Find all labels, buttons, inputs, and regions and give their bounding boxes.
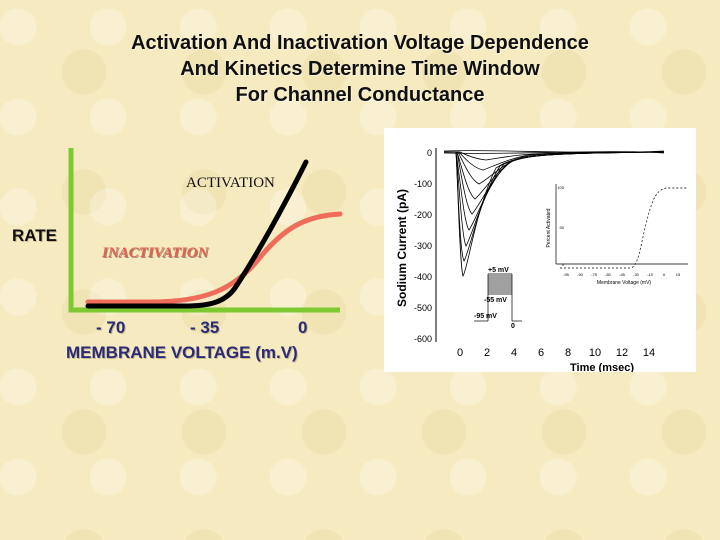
x-tick: 2: [484, 347, 490, 359]
y-tick: -200: [414, 210, 432, 220]
current-traces: [443, 150, 665, 277]
time-x-label: Time (msec): [570, 362, 634, 372]
y-tick: -100: [414, 179, 432, 189]
voltage-protocol: +5 mV -55 mV -95 mV 0: [474, 267, 522, 330]
inset-y-tick: 50: [560, 225, 565, 230]
y-tick: -400: [414, 272, 432, 282]
x-tick: 4: [511, 347, 517, 359]
voltage-axis-title: MEMBRANE VOLTAGE (m.V): [66, 343, 298, 362]
y-tick: 0: [427, 148, 432, 158]
inset-x-tick: -45: [619, 272, 626, 277]
title-line-2: And Kinetics Determine Time Window: [180, 58, 540, 80]
x-tick: 8: [565, 347, 571, 359]
title-line-1: Activation And Inactivation Voltage Depe…: [131, 32, 589, 54]
x-tick: 6: [538, 347, 544, 359]
time-x-ticks: 0 2 4 6 8 10 12 14: [457, 347, 655, 359]
inset-y-tick: 100: [557, 185, 564, 190]
y-tick: -500: [414, 303, 432, 313]
activation-curve: [85, 159, 309, 309]
schematic-axes: [68, 148, 340, 313]
inset-x-label: Membrane Voltage (mV): [597, 280, 652, 286]
slide-title: Activation And Inactivation Voltage Depe…: [60, 30, 660, 108]
inset-x-tick: 0: [663, 272, 666, 277]
inactivation-label: INACTIVATION: [102, 245, 209, 261]
inset-x-tick: -90: [577, 272, 584, 277]
x-tick: 12: [616, 347, 628, 359]
inset-x-tick: -15: [647, 272, 654, 277]
y-tick: -600: [414, 334, 432, 344]
inset-activation-curve: [560, 187, 688, 269]
x-tick-minus-70: - 70: [96, 318, 126, 337]
inset-y-label: Percent Activated: [546, 208, 552, 247]
protocol-hold-label: -95 mV: [474, 313, 497, 320]
inset-y-tick: 0: [562, 262, 565, 267]
inset-x-tick: 15: [676, 272, 681, 277]
x-tick-0: 0: [298, 318, 308, 337]
x-tick: 10: [589, 347, 601, 359]
x-tick: 14: [643, 347, 655, 359]
inactivation-curve: [85, 211, 343, 305]
protocol-mid-label: -55 mV: [484, 297, 507, 304]
current-y-label: Sodium Current (pA): [395, 189, 409, 307]
protocol-top-label: +5 mV: [488, 267, 509, 274]
sodium-current-plot: Sodium Current (pA) 0 -100 -200 -300 -40…: [395, 148, 688, 372]
protocol-zero-label: 0: [511, 323, 515, 330]
activation-label: ACTIVATION: [186, 175, 275, 191]
inset-x-tick: -30: [633, 272, 640, 277]
current-y-ticks: 0 -100 -200 -300 -400 -500 -600: [414, 148, 432, 344]
y-tick: -300: [414, 241, 432, 251]
rate-axis-label: RATE: [12, 226, 58, 245]
inset-x-tick: -95: [563, 272, 570, 277]
title-line-3: For Channel Conductance: [235, 84, 485, 106]
inset-x-ticks: -95 -90 -75 -60 -45 -30 -15 0 15: [563, 272, 681, 277]
inset-x-tick: -60: [605, 272, 612, 277]
x-tick-minus-35: - 35: [190, 318, 220, 337]
x-tick: 0: [457, 347, 463, 359]
activation-inset: Percent Activated 100 50 0 -95 -90 -75 -…: [546, 184, 688, 286]
inset-x-tick: -75: [591, 272, 598, 277]
sodium-current-figure: Sodium Current (pA) 0 -100 -200 -300 -40…: [384, 128, 696, 372]
